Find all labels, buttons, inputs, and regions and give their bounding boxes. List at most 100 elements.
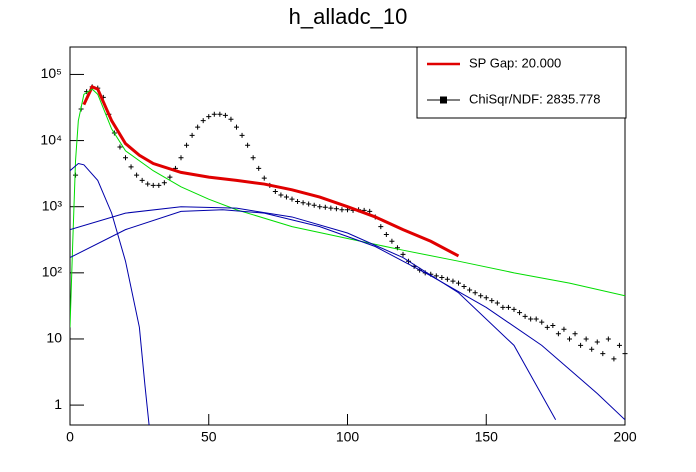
point-cross [611,356,617,362]
point-cross [616,342,622,348]
point-cross [450,278,456,284]
data-point [489,298,495,304]
data-point [433,273,439,279]
data-point [533,316,539,322]
point-cross [511,306,517,312]
point-cross [472,290,478,296]
x-tick-label: 50 [201,429,217,445]
legend-marker [440,96,447,104]
point-cross [544,324,550,330]
data-point [378,224,384,230]
point-cross [317,204,323,210]
data-point [184,142,190,148]
point-cross [211,111,217,117]
data-point [439,275,445,280]
point-cross [250,155,256,161]
data-point [528,316,534,322]
data-point [139,177,145,183]
data-point [472,290,478,296]
point-cross [378,224,384,230]
data-point [245,142,251,148]
point-cross [589,346,595,352]
point-cross [461,284,467,290]
point-cross [234,124,239,130]
data-point [622,351,628,357]
data-point [544,324,550,330]
point-cross [145,181,151,187]
x-tick-label: 150 [475,429,499,445]
chart-title: h_alladc_10 [289,4,408,29]
point-cross [605,336,611,342]
point-cross [306,201,312,207]
point-cross [178,155,184,161]
point-cross [433,273,439,279]
point-cross [161,180,167,186]
point-cross [123,155,128,161]
data-point [505,304,511,310]
point-cross [505,304,511,310]
y-tick-label: 1 [54,396,62,412]
point-cross [156,182,162,188]
point-cross [555,331,561,337]
point-cross [500,304,506,310]
data-point [467,287,473,293]
point-cross [184,142,190,148]
data-point [589,346,595,352]
data-point [594,339,600,345]
data-point [511,306,517,312]
data-point [189,132,195,138]
data-point [367,208,373,214]
data-point [483,295,489,301]
data-point [128,164,134,170]
point-cross [128,164,134,170]
point-cross [167,174,173,180]
point-cross [222,112,228,118]
y-tick-label: 10 [46,330,62,346]
point-cross [600,351,606,357]
curve [70,209,625,421]
point-cross [517,310,523,316]
data-point [616,342,622,348]
point-cross [117,144,123,150]
data-point [217,111,223,117]
point-cross [322,204,328,210]
data-point [261,175,267,181]
data-point [206,114,212,120]
data-point [200,118,206,124]
data-point [450,278,456,284]
data-point [256,165,262,171]
data-point [145,181,151,187]
data-point [567,336,572,342]
point-cross [594,339,600,345]
point-cross [206,114,212,120]
data-point [228,116,234,122]
y-tick-label: 10⁴ [40,131,62,147]
data-point [289,196,295,202]
data-point [400,251,406,257]
x-tick-label: 200 [613,429,637,445]
data-point [522,313,528,319]
curve [70,162,150,425]
curve [82,84,460,258]
curve [70,88,625,328]
y-tick-label: 10² [42,264,63,280]
point-cross [239,132,245,138]
point-cross [528,316,534,322]
point-cross [228,116,234,122]
point-cross [467,287,473,293]
point-cross [283,194,289,200]
point-cross [561,326,567,332]
point-cross [478,293,484,299]
data-point [134,172,140,178]
x-tick-label: 100 [336,429,360,445]
data-point [306,201,312,207]
point-cross [195,124,201,130]
data-point [278,192,284,198]
data-point [317,204,323,210]
data-point [333,206,339,212]
data-point [550,322,556,328]
point-cross [272,188,278,194]
data-point [389,238,395,244]
point-cross [583,336,589,342]
point-cross [189,132,195,138]
